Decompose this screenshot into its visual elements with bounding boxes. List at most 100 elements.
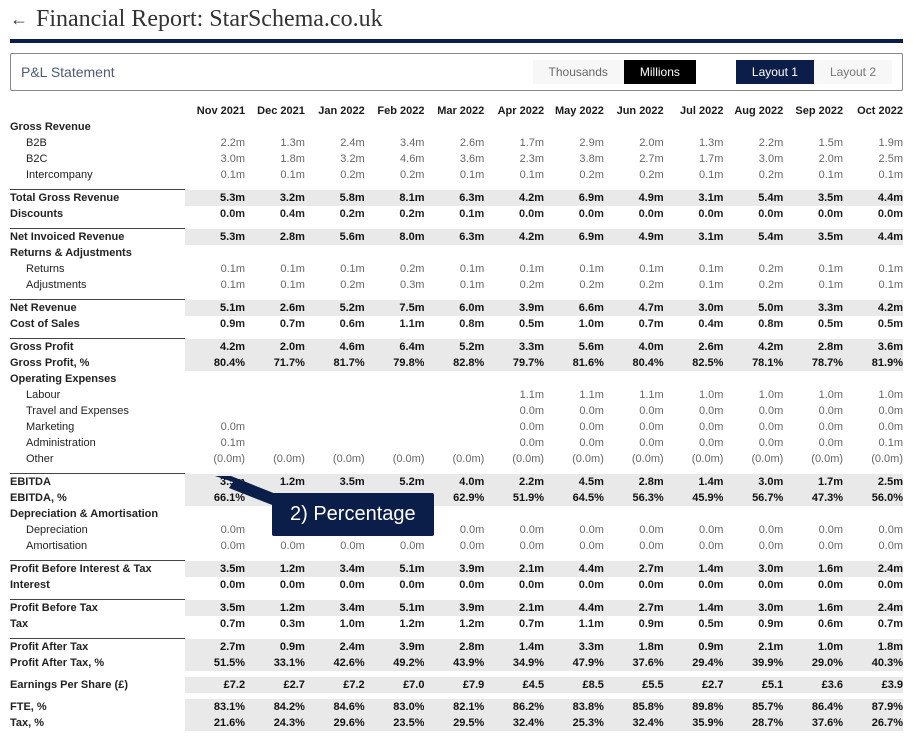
cell-value: 0.2m (305, 167, 365, 183)
cell-value: 0.5m (664, 616, 724, 632)
cell-value: 3.0m (185, 151, 245, 167)
cell-value: 0.0m (783, 577, 843, 593)
cell-value: (0.0m) (544, 451, 604, 467)
cell-value: 29.5% (424, 715, 484, 731)
cell-value: 5.4m (723, 229, 783, 246)
cell-value: 0.0m (185, 206, 245, 222)
cell-value: 1.0m (544, 316, 604, 332)
period-header: Jan 2022 (305, 103, 365, 119)
cell-value (604, 506, 664, 522)
cell-value: 0.0m (424, 577, 484, 593)
cell-value: £7.2 (185, 677, 245, 693)
cell-value: 0.0m (723, 403, 783, 419)
cell-value: 0.0m (484, 538, 544, 554)
cell-value: 0.0m (723, 206, 783, 222)
cell-value: 0.1m (664, 261, 724, 277)
row-label: Net Revenue (10, 300, 185, 317)
table-row: Net Revenue5.1m2.6m5.2m7.5m6.0m3.9m6.6m4… (10, 300, 903, 317)
row-label: Tax (10, 616, 185, 632)
cell-value (424, 245, 484, 261)
cell-value: 5.1m (185, 300, 245, 317)
cell-value: 0.0m (305, 577, 365, 593)
table-row: Profit After Tax, %51.5%33.1%42.6%49.2%4… (10, 655, 903, 671)
cell-value: (0.0m) (723, 451, 783, 467)
cell-value: 4.7m (604, 300, 664, 317)
cell-value: 0.0m (664, 206, 724, 222)
cell-value: 82.1% (424, 699, 484, 715)
cell-value: 5.3m (185, 229, 245, 246)
cell-value: (0.0m) (305, 451, 365, 467)
cell-value: 0.2m (365, 206, 425, 222)
cell-value: 3.8m (544, 151, 604, 167)
cell-value: 6.3m (424, 229, 484, 246)
cell-value: 0.1m (843, 167, 903, 183)
cell-value: 2.8m (783, 339, 843, 356)
cell-value: 3.5m (185, 600, 245, 617)
annotation-label: 2) Percentage (272, 493, 434, 536)
cell-value: 3.5m (305, 474, 365, 491)
cell-value (783, 119, 843, 135)
cell-value: 0.0m (245, 577, 305, 593)
cell-value: 2.1m (484, 600, 544, 617)
cell-value (484, 506, 544, 522)
cell-value: 0.1m (843, 435, 903, 451)
cell-value: 1.4m (484, 639, 544, 656)
cell-value: 0.0m (843, 403, 903, 419)
cell-value: (0.0m) (185, 451, 245, 467)
cell-value: 7.5m (365, 300, 425, 317)
cell-value: 39.9% (723, 655, 783, 671)
cell-value: 0.7m (604, 316, 664, 332)
cell-value: 1.1m (604, 387, 664, 403)
back-icon[interactable]: ← (10, 9, 28, 30)
cell-value: 0.9m (664, 639, 724, 656)
cell-value (544, 506, 604, 522)
cell-value: 86.4% (783, 699, 843, 715)
cell-value: 1.2m (245, 600, 305, 617)
cell-value: £4.5 (484, 677, 544, 693)
row-label: Profit After Tax, % (10, 655, 185, 671)
table-row: Intercompany0.1m0.1m0.2m0.2m0.1m0.1m0.2m… (10, 167, 903, 183)
cell-value: 3.9m (424, 600, 484, 617)
cell-value: 2.7m (185, 639, 245, 656)
cell-value: 3.3m (783, 300, 843, 317)
units-thousands-button[interactable]: Thousands (533, 60, 624, 84)
period-header: Mar 2022 (424, 103, 484, 119)
cell-value: 84.6% (305, 699, 365, 715)
units-millions-button[interactable]: Millions (624, 60, 696, 84)
table-row: FTE, %83.1%84.2%84.6%83.0%82.1%86.2%83.8… (10, 699, 903, 715)
section-label: P&L Statement (21, 64, 201, 80)
cell-value: 56.7% (723, 490, 783, 506)
cell-value: 0.1m (424, 167, 484, 183)
table-row: Profit Before Interest & Tax3.5m1.2m3.4m… (10, 561, 903, 578)
cell-value: 6.6m (544, 300, 604, 317)
cell-value: £5.5 (604, 677, 664, 693)
cell-value: 84.2% (245, 699, 305, 715)
cell-value: 45.9% (664, 490, 724, 506)
layout1-button[interactable]: Layout 1 (736, 60, 814, 84)
cell-value: 8.1m (365, 190, 425, 207)
cell-value: 0.0m (484, 435, 544, 451)
cell-value: 1.0m (843, 387, 903, 403)
cell-value: 83.0% (365, 699, 425, 715)
cell-value: 0.0m (783, 403, 843, 419)
cell-value: 0.9m (723, 616, 783, 632)
cell-value: 1.6m (783, 561, 843, 578)
cell-value (843, 371, 903, 387)
cell-value: 0.2m (305, 206, 365, 222)
cell-value: 5.6m (305, 229, 365, 246)
cell-value (843, 245, 903, 261)
cell-value: 2.6m (245, 300, 305, 317)
cell-value: 2.7m (604, 561, 664, 578)
table-row: Total Gross Revenue5.3m3.2m5.8m8.1m6.3m4… (10, 190, 903, 207)
layout2-button[interactable]: Layout 2 (814, 60, 892, 84)
cell-value: 0.0m (604, 435, 664, 451)
cell-value: 2.8m (424, 639, 484, 656)
cell-value: 4.0m (424, 474, 484, 491)
cell-value: 5.3m (185, 190, 245, 207)
cell-value: 2.4m (843, 561, 903, 578)
cell-value: 3.5m (783, 190, 843, 207)
cell-value: 25.3% (544, 715, 604, 731)
cell-value: 0.1m (305, 261, 365, 277)
cell-value: 2.2m (723, 135, 783, 151)
cell-value: 0.0m (365, 538, 425, 554)
